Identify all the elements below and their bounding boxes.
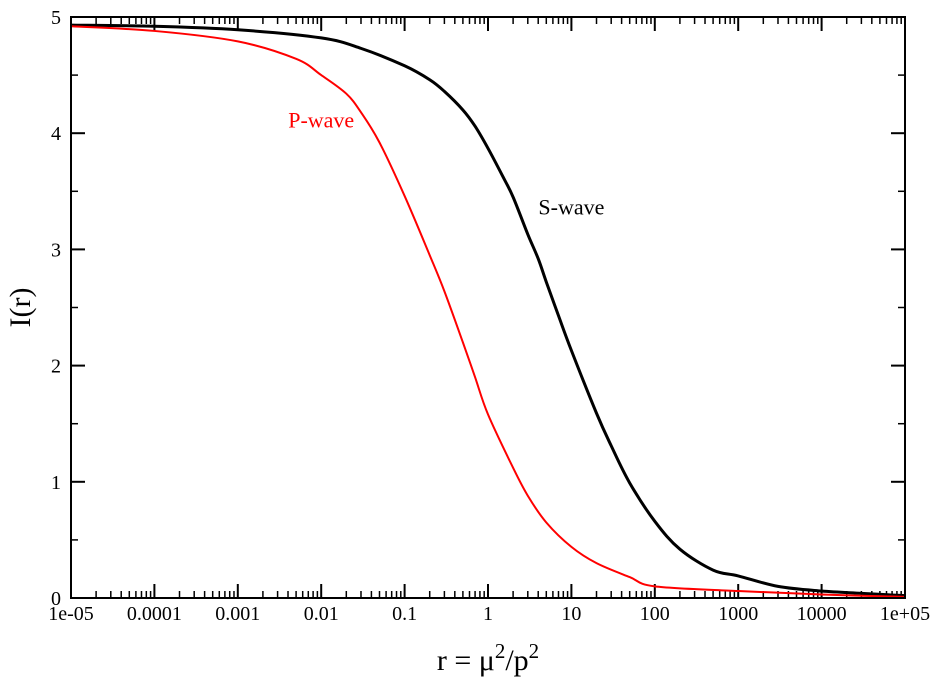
x-axis-title-exp1: 2: [495, 639, 506, 663]
series-line-p-wave: [70, 25, 906, 598]
x-tick-label: 0.0001: [127, 603, 182, 625]
y-tick-label: 1: [51, 472, 61, 494]
x-axis-title-base: r = μ: [437, 644, 495, 677]
series-layer: [70, 23, 906, 598]
annotation-p-wave: P-wave: [288, 107, 354, 132]
y-axis-title: I(r): [4, 288, 37, 328]
y-tick-label: 4: [51, 123, 61, 145]
x-tick-label: 1: [483, 603, 493, 625]
x-tick-label: 10000: [797, 603, 847, 625]
x-tick-label: 100: [640, 603, 670, 625]
x-axis-title: r = μ2/p2: [437, 639, 539, 677]
x-tick-label: 1e-05: [48, 603, 94, 625]
plot-frame: [70, 16, 906, 599]
x-tick-label: 10: [561, 603, 581, 625]
y-tick-label: 0: [51, 588, 61, 610]
x-axis-title-exp2: 2: [529, 639, 540, 663]
x-axis-title-mid: /p: [505, 644, 528, 677]
x-tick-label: 0.1: [392, 603, 417, 625]
annotation-s-wave: S-wave: [538, 195, 604, 220]
series-line-s-wave: [70, 23, 906, 598]
x-tick-label: 1e+05: [880, 603, 930, 625]
x-tick-label: 0.01: [304, 603, 339, 625]
y-tick-label: 5: [51, 7, 61, 29]
labels-layer: 1e-05 0.0001 0.001 0.01 0.1 1 10 100 1000 10000 1e…: [48, 7, 930, 625]
x-tick-label: 1000: [718, 603, 758, 625]
ticks-layer: [70, 16, 906, 599]
y-tick-label: 3: [51, 239, 61, 261]
x-tick-label: 0.001: [215, 603, 260, 625]
y-tick-label: 2: [51, 356, 61, 378]
